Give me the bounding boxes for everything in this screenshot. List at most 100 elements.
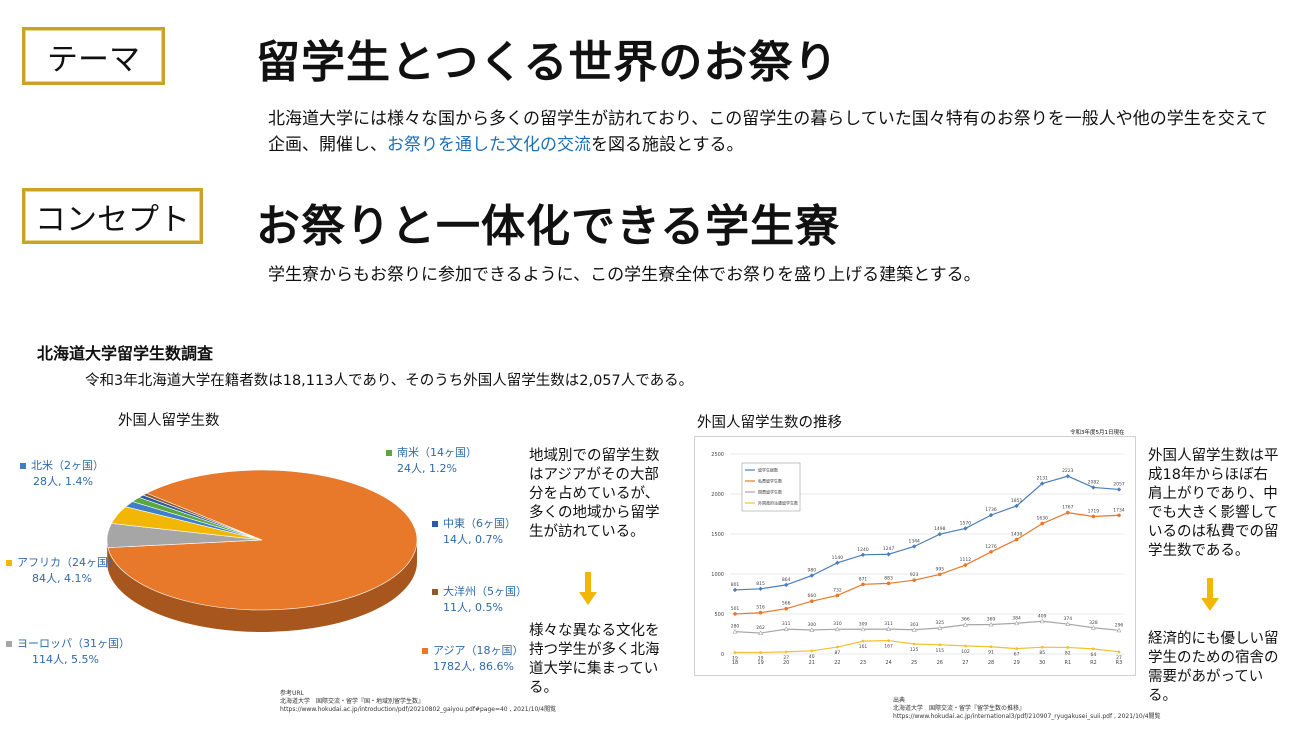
data-label: 566 (782, 601, 791, 607)
data-point (836, 645, 839, 649)
y-tick-label: 2500 (711, 452, 724, 458)
data-point (1117, 513, 1121, 518)
data-label: 1736 (985, 507, 997, 513)
data-point (732, 628, 738, 634)
data-label: 1112 (960, 557, 972, 563)
data-point (1014, 503, 1019, 509)
line-chart-title: 外国人留学生数の推移 (697, 415, 842, 431)
data-label: 309 (859, 621, 868, 627)
x-tick-label: 24 (885, 660, 891, 666)
data-label: 732 (833, 587, 842, 593)
data-label: 296 (1115, 622, 1124, 628)
data-label: 1630 (1036, 516, 1048, 522)
theme-tag: テーマ (22, 27, 165, 85)
legend-label: 留学生総数 (758, 467, 778, 473)
data-label: 1344 (908, 538, 920, 544)
data-label: 82 (1065, 650, 1071, 656)
data-label: 1851 (1011, 498, 1023, 504)
legend-label: 外国政府派遣留学生数 (758, 500, 798, 506)
data-label: 161 (859, 644, 868, 650)
data-point (964, 644, 967, 648)
data-point (938, 643, 942, 647)
data-label: 27 (1116, 655, 1122, 661)
data-label: 501 (731, 606, 740, 612)
data-point (1066, 510, 1070, 515)
x-tick-label: 19 (757, 660, 763, 666)
x-tick-label: R3 (1116, 660, 1123, 666)
data-label: 87 (835, 650, 841, 656)
data-point (912, 578, 916, 582)
x-tick-label: 28 (988, 660, 994, 666)
data-label: 64 (1091, 652, 1097, 658)
pie-slice-6 (142, 492, 263, 541)
data-label: 815 (756, 581, 765, 587)
data-point (860, 626, 866, 632)
data-label: 19 (758, 655, 764, 661)
legend-label: 私費留学生数 (758, 478, 782, 484)
data-label: 366 (961, 617, 970, 623)
data-point (962, 622, 968, 627)
x-tick-label: 26 (937, 660, 943, 666)
data-point (886, 581, 891, 586)
data-label: 40 (809, 654, 815, 660)
data-label: 328 (1089, 620, 1098, 626)
data-label: 409 (1038, 613, 1047, 619)
data-label: 2131 (1036, 476, 1048, 482)
data-label: 67 (1014, 652, 1020, 658)
data-point (937, 625, 943, 630)
data-point (810, 599, 814, 603)
data-label: 300 (808, 622, 817, 628)
pie-slice-0 (107, 469, 418, 611)
data-point (784, 582, 789, 588)
data-label: 995 (936, 566, 945, 572)
data-label: 102 (961, 649, 970, 655)
data-label: 1719 (1088, 508, 1100, 514)
pie-chart-title: 外国人留学生数 (118, 413, 220, 429)
data-label: 516 (756, 605, 765, 611)
data-label: 85 (1039, 650, 1045, 656)
data-point (1040, 521, 1044, 526)
data-point (886, 552, 891, 557)
x-tick-label: 25 (911, 660, 917, 666)
data-point (1065, 621, 1071, 626)
x-tick-label: 18 (732, 660, 738, 666)
data-label: 374 (1064, 616, 1073, 622)
data-label: 369 (987, 616, 996, 622)
data-label: 311 (884, 621, 893, 627)
data-label: 1276 (985, 544, 997, 550)
data-label: 980 (808, 568, 817, 574)
pie-label-middle-east: 中東（6ヶ国） 14人, 0.7% (432, 516, 516, 548)
down-arrow-icon (579, 572, 597, 605)
data-point (809, 627, 815, 632)
data-point (988, 512, 994, 518)
series-line-0 (734, 475, 1120, 591)
theme-desc-emphasis: お祭りを通した文化の交流 (387, 135, 591, 155)
data-point (783, 626, 789, 632)
concept-tag-label: コンセプト (35, 201, 190, 238)
data-label: 115 (936, 648, 945, 654)
series-line-2 (734, 620, 1120, 634)
theme-title: 留学生とつくる世界のお祭り (256, 37, 839, 88)
pie-label-south-america: 南米（14ヶ国） 24人, 1.2% (386, 445, 477, 477)
data-point (911, 627, 917, 632)
data-label: 1240 (857, 547, 869, 553)
data-point (886, 626, 892, 632)
data-label: 1570 (960, 520, 972, 526)
data-label: 660 (808, 593, 817, 599)
side-text-1a: 地域別での留学生数はアジアがその大部分を占めているが、多くの地域から留学生が訪れ… (529, 448, 660, 540)
data-label: 262 (756, 625, 765, 631)
series-line-3 (735, 640, 1120, 654)
data-point (1116, 627, 1122, 633)
x-tick-label: R1 (1064, 660, 1071, 666)
data-point (784, 650, 788, 654)
survey-subtitle: 令和3年北海道大学在籍者数は18,113人であり、そのうち外国人留学生数は2,0… (85, 373, 694, 389)
x-tick-label: 30 (1039, 660, 1045, 666)
data-point (1091, 514, 1096, 519)
x-tick-label: 27 (962, 660, 968, 666)
data-label: 125 (910, 647, 919, 653)
theme-tag-label: テーマ (47, 41, 140, 78)
concept-description: 学生寮からもお祭りに参加できるように、この学生寮全体でお祭りを盛り上げる建築とす… (268, 265, 981, 285)
data-point (834, 626, 840, 632)
data-point (1090, 625, 1096, 630)
